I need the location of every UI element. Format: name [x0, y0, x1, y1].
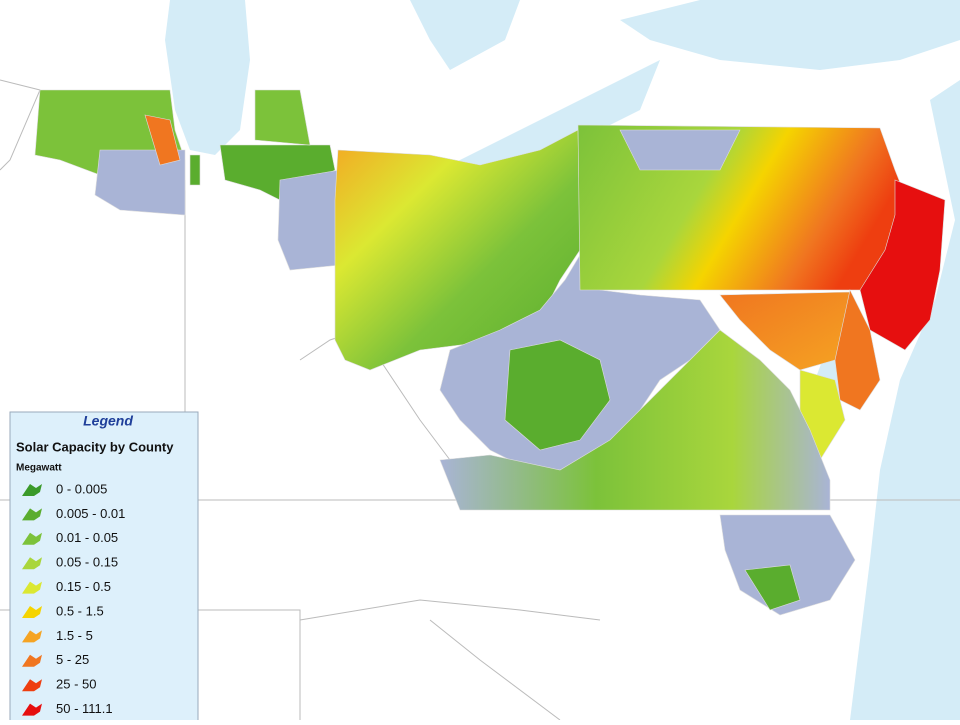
legend-label: 0.05 - 0.15 — [56, 555, 118, 570]
nc-county — [744, 564, 801, 611]
legend-swatch — [22, 484, 42, 496]
counties-west — [34, 89, 341, 271]
pennsylvania — [577, 124, 906, 291]
new-jersey — [859, 179, 946, 351]
legend-items: 0 - 0.005 0.005 - 0.01 0.01 - 0.05 0.05 - 0… — [22, 481, 125, 716]
wv-center — [504, 339, 611, 451]
legend-label: 50 - 111.1 — [56, 701, 113, 716]
legend-subtitle: Solar Capacity by County — [16, 439, 174, 454]
legend-label: 0.15 - 0.5 — [56, 579, 111, 594]
legend-box — [9, 411, 199, 725]
legend-swatch — [22, 630, 42, 643]
legend-label: 0.01 - 0.05 — [56, 530, 118, 545]
legend-label: 25 - 50 — [56, 677, 96, 692]
legend-label: 0.005 - 0.01 — [56, 506, 125, 521]
legend-swatch — [22, 508, 42, 521]
virginia — [439, 329, 831, 511]
legend-swatch — [22, 557, 42, 570]
legend-swatch — [22, 703, 42, 716]
legend-label: 0.5 - 1.5 — [56, 603, 104, 618]
legend-label: 5 - 25 — [56, 652, 89, 667]
delaware — [834, 289, 881, 411]
legend: Legend Solar Capacity by County Megawatt… — [9, 411, 199, 725]
legend-swatch — [22, 606, 42, 618]
legend-swatch — [22, 532, 42, 545]
pa-north — [619, 129, 741, 171]
legend-label: 0 - 0.005 — [56, 481, 107, 496]
legend-swatch — [22, 679, 42, 692]
legend-title: Legend — [83, 413, 133, 429]
legend-swatch — [22, 581, 42, 594]
legend-unit: Megawatt — [16, 463, 62, 474]
legend-label: 1.5 - 5 — [56, 628, 93, 643]
legend-swatch — [22, 654, 42, 667]
